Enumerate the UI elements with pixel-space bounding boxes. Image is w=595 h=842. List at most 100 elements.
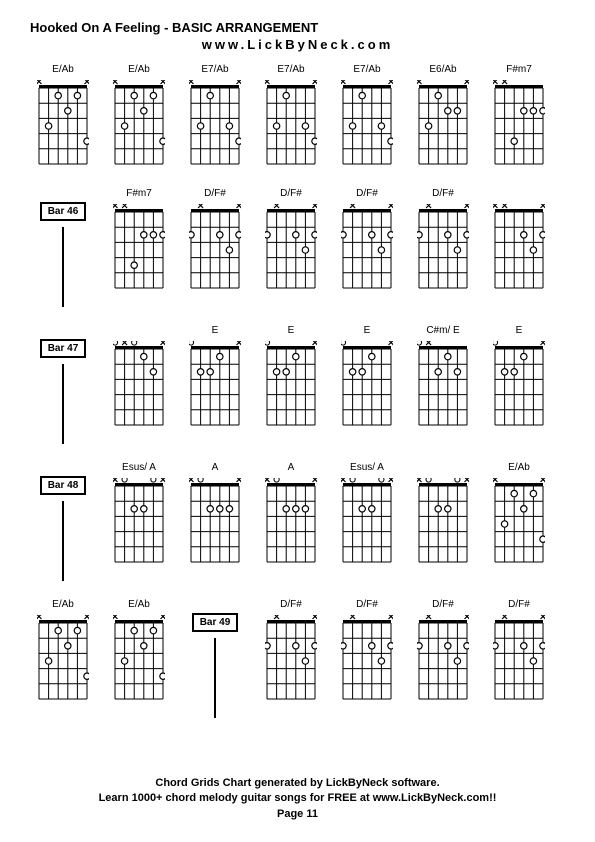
page-number: Page 11 [0,807,595,822]
chord-cell: E [334,325,400,431]
chord-cell: E/Ab [30,64,96,170]
chord-grid [113,80,165,170]
chord-grid [493,204,545,294]
chord-cell [106,325,172,431]
chord-cell: E/Ab [30,599,96,705]
chord-grid [493,615,545,705]
chord-cell: D/F# [334,188,400,294]
bar-marker: Bar 47 [30,325,96,444]
chord-grid [113,341,165,431]
chord-row: Bar 48 Esus/ A A A Esus/ A E/Ab [30,462,565,581]
chord-row: E/Ab E/Ab Bar 49 D/F# D/F# D/F# D/F# [30,599,565,718]
chord-cell: E7/Ab [334,64,400,170]
chord-label: E7/Ab [277,64,304,78]
chord-grid [417,204,469,294]
chord-label: E [212,325,219,339]
chord-grid [37,615,89,705]
chord-cell: E7/Ab [258,64,324,170]
chord-grid [113,478,165,568]
chord-grid [189,478,241,568]
chord-grid [417,478,469,568]
chord-cell: D/F# [182,188,248,294]
chord-cell: Esus/ A [106,462,172,568]
chord-row: Bar 47 E E E C#m/ E E [30,325,565,444]
chord-cell [486,188,552,294]
chord-grid [37,80,89,170]
chord-rows: E/Ab E/Ab E7/Ab E7/Ab E7/Ab E6/Ab F#m7 Bar 46 F#… [30,64,565,718]
bar-label: Bar 46 [40,202,87,221]
footer: Chord Grids Chart generated by LickByNec… [0,776,595,822]
chord-label: D/F# [204,188,226,202]
chord-grid [189,204,241,294]
chord-grid [341,478,393,568]
chord-cell: E6/Ab [410,64,476,170]
chord-label: C#m/ E [426,325,459,339]
bar-line [62,501,64,581]
chord-cell: F#m7 [486,64,552,170]
chord-label: E7/Ab [353,64,380,78]
bar-label: Bar 48 [40,476,87,495]
bar-line [62,364,64,444]
chord-label: E/Ab [52,64,74,78]
bar-marker: Bar 46 [30,188,96,307]
chord-cell: D/F# [410,599,476,705]
chord-label: D/F# [356,599,378,613]
chord-label: D/F# [508,599,530,613]
chord-cell: D/F# [334,599,400,705]
chord-label: F#m7 [126,188,152,202]
chord-label: D/F# [356,188,378,202]
chord-label: E/Ab [128,599,150,613]
chord-label: E/Ab [508,462,530,476]
chord-page: Hooked On A Feeling - BASIC ARRANGEMENT … [0,0,595,842]
chord-grid [341,204,393,294]
chord-cell: A [258,462,324,568]
chord-grid [341,80,393,170]
chord-cell: E/Ab [106,599,172,705]
chord-cell: C#m/ E [410,325,476,431]
bar-line [214,638,216,718]
chord-grid [265,204,317,294]
chord-label: Esus/ A [350,462,384,476]
chord-cell: D/F# [258,188,324,294]
chord-cell: Esus/ A [334,462,400,568]
chord-grid [189,341,241,431]
chord-grid [113,615,165,705]
chord-cell: A [182,462,248,568]
chord-grid [265,341,317,431]
chord-cell: E [182,325,248,431]
chord-label: E/Ab [128,64,150,78]
chord-grid [341,341,393,431]
bar-marker: Bar 48 [30,462,96,581]
chord-label: A [288,462,295,476]
chord-label: D/F# [432,599,454,613]
chord-label: D/F# [280,599,302,613]
chord-cell: D/F# [486,599,552,705]
chord-label: E [364,325,371,339]
page-subtitle: www.LickByNeck.com [30,37,565,52]
chord-row: E/Ab E/Ab E7/Ab E7/Ab E7/Ab E6/Ab F#m7 [30,64,565,170]
chord-label: A [212,462,219,476]
chord-label: F#m7 [506,64,532,78]
chord-cell: E/Ab [486,462,552,568]
bar-marker: Bar 49 [182,599,248,718]
chord-label: E/Ab [52,599,74,613]
footer-line1: Chord Grids Chart generated by LickByNec… [0,776,595,791]
chord-grid [417,341,469,431]
chord-grid [417,615,469,705]
chord-cell [410,462,476,568]
chord-grid [341,615,393,705]
chord-cell: E7/Ab [182,64,248,170]
chord-cell: E [258,325,324,431]
chord-label: Esus/ A [122,462,156,476]
chord-grid [493,341,545,431]
bar-line [62,227,64,307]
chord-grid [265,615,317,705]
chord-cell: D/F# [410,188,476,294]
chord-label: E [516,325,523,339]
chord-cell: D/F# [258,599,324,705]
chord-grid [417,80,469,170]
chord-cell: E [486,325,552,431]
chord-cell: F#m7 [106,188,172,294]
chord-grid [265,80,317,170]
chord-row: Bar 46 F#m7 D/F# D/F# D/F# D/F# [30,188,565,307]
